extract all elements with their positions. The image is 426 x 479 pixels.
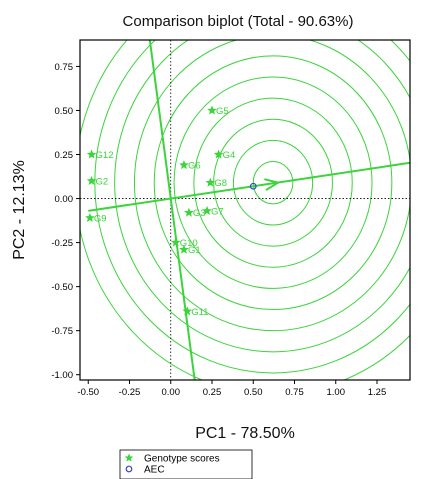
plot-area: G1 G2 G3 G4 G5 G6 G7 G8 G9 G10 G11 G12 — [80, 40, 410, 380]
concentric-circle-6 — [153, 55, 393, 311]
genotype-label-g8: G8 — [214, 178, 227, 189]
genotype-label-g6: G6 — [188, 161, 201, 172]
genotype-label-g12: G12 — [96, 150, 114, 161]
genotype-point-g1 — [179, 244, 189, 254]
concentric-circle-2 — [232, 139, 314, 226]
genotype-label-g9: G9 — [94, 213, 107, 224]
plot-clip-group: G1 G2 G3 G4 G5 G6 G7 G8 G9 G10 G11 G12 — [80, 40, 410, 380]
plot-frame — [79, 39, 411, 381]
concentric-circle-4 — [193, 97, 353, 268]
concentric-circle-7 — [133, 40, 410, 332]
x-tick-label: -0.25 — [119, 387, 141, 398]
genotype-label-g10: G10 — [180, 238, 198, 249]
genotype-point-g8 — [205, 177, 216, 187]
aec-arrow-head — [264, 178, 281, 191]
concentric-circle-5 — [173, 76, 373, 289]
x-tick-label: -0.50 — [77, 387, 99, 398]
x-tick-label: 1.00 — [327, 387, 346, 398]
y-tick-label: 0.25 — [55, 150, 74, 161]
genotype-point-g12 — [86, 149, 97, 159]
concentric-circle-3 — [213, 118, 333, 247]
x-tick-label: 0.25 — [203, 387, 222, 398]
y-tick-label: -0.75 — [51, 326, 73, 337]
concentric-circle-8 — [114, 40, 410, 353]
legend-entry-label: Genotype scores — [144, 454, 220, 465]
genotype-label-g7: G7 — [211, 206, 224, 217]
y-tick-label: 0.75 — [55, 62, 74, 73]
genotype-point-g7 — [202, 205, 212, 215]
legend-marker-star — [124, 453, 134, 462]
chart-title: Comparison biplot (Total - 90.63%) — [123, 13, 354, 30]
aec-point — [249, 182, 257, 190]
y-tick-label: 0.50 — [55, 106, 74, 117]
genotype-point-g2 — [86, 175, 97, 185]
aec-abscissa-line — [88, 161, 410, 212]
x-tick-label: 0.75 — [285, 387, 304, 398]
genotype-point-g11 — [182, 306, 193, 316]
x-tick-label: 0.50 — [244, 387, 263, 398]
genotype-label-g11: G11 — [191, 307, 208, 318]
legend-entry-label: AEC — [144, 465, 165, 476]
genotype-point-g9 — [85, 212, 95, 222]
genotype-label-g3: G3 — [193, 208, 206, 219]
x-axis-title: PC1 - 78.50% — [195, 425, 295, 442]
y-tick-label: -0.50 — [51, 282, 73, 293]
y-tick-label: -1.00 — [51, 370, 73, 381]
genotype-label-g2: G2 — [96, 176, 109, 187]
y-axis-title: PC2 - 12.13% — [11, 160, 28, 260]
genotype-label-g4: G4 — [223, 150, 236, 161]
legend-marker-circle — [125, 465, 133, 473]
genotype-point-g5 — [207, 105, 217, 115]
concentric-circle-10 — [80, 40, 410, 380]
genotype-point-g10 — [170, 237, 181, 247]
aec-ordinate-line — [148, 40, 196, 380]
y-axis-ticks: 0.75 0.50 0.25 0.00 -0.25 -0.50 -0.75 -1.00 — [51, 62, 80, 381]
x-axis-ticks: -0.50 -0.25 0.00 0.25 0.50 0.75 1.00 1.25 — [77, 380, 386, 398]
concentric-circle-9 — [94, 40, 410, 374]
genotype-point-g3 — [184, 207, 194, 217]
genotype-label-g5: G5 — [216, 106, 229, 117]
y-tick-label: 0.00 — [55, 194, 74, 205]
genotype-point-g4 — [213, 149, 224, 159]
y-tick-label: -0.25 — [51, 238, 73, 249]
genotype-point-g6 — [179, 160, 189, 170]
x-tick-label: 1.25 — [368, 387, 387, 398]
x-tick-label: 0.00 — [162, 387, 181, 398]
legend-box — [119, 449, 253, 479]
genotype-label-g1: G1 — [188, 245, 201, 256]
concentric-circle-1 — [252, 161, 294, 205]
